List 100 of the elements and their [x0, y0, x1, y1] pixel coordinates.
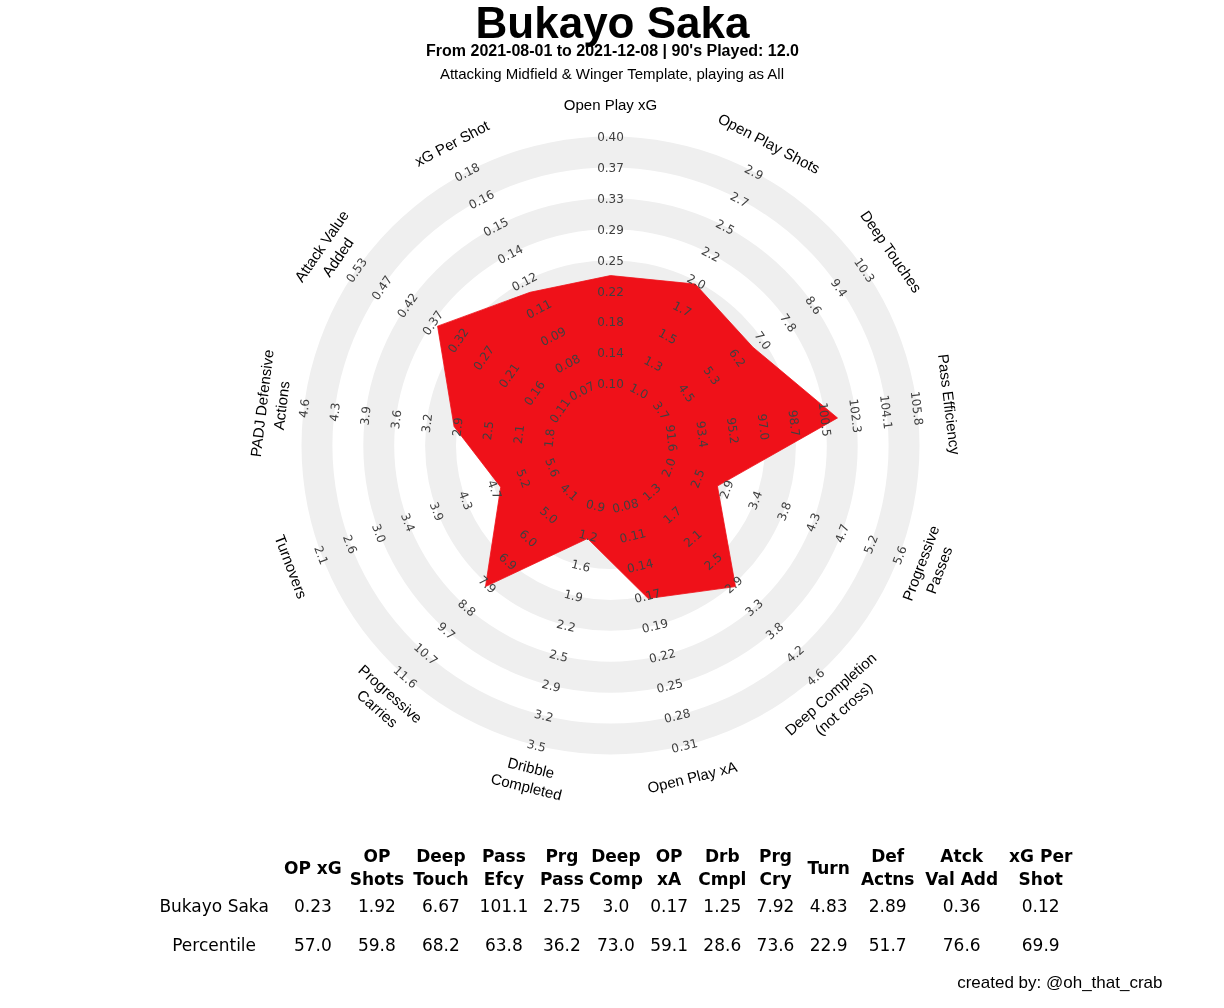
text: 95.2 — [724, 416, 742, 445]
text: 0.14 — [495, 242, 526, 267]
text: 3.2 — [532, 706, 555, 726]
text: 2.9 — [540, 676, 563, 696]
text: 4.6 — [296, 398, 313, 419]
data-label: 22.9 — [809, 935, 848, 955]
text: 1.6 — [569, 556, 592, 576]
data-label: 0.23 — [293, 896, 332, 916]
text: 2.5 — [713, 216, 737, 238]
text: 2.5 — [480, 420, 497, 441]
text: 0.40 — [597, 130, 624, 144]
text: 0.25 — [655, 676, 685, 696]
text: 91.6 — [662, 424, 680, 453]
text: 2.7 — [727, 189, 752, 211]
text: 4.7 — [484, 478, 505, 501]
category-label: Prg Pass — [540, 846, 584, 889]
text: 1.9 — [562, 586, 585, 606]
text: 0.25 — [597, 253, 624, 268]
text: 4.2 — [783, 642, 808, 666]
text: 0.16 — [466, 187, 497, 213]
data-label: 59.1 — [650, 935, 689, 955]
category-label: Turn — [807, 857, 850, 878]
text: 0.33 — [597, 191, 624, 206]
text: 6.2 — [726, 346, 749, 370]
data-label: 68.2 — [421, 935, 460, 955]
text: 6.9 — [495, 549, 520, 574]
text: 2.6 — [340, 532, 360, 556]
text: 3.2 — [418, 412, 436, 434]
text: 3.9 — [357, 405, 374, 427]
text: 0.14 — [625, 556, 655, 576]
text: 5.0 — [536, 503, 561, 527]
text: 97.0 — [754, 412, 772, 442]
text: 105.8 — [907, 390, 926, 427]
text: 0.22 — [647, 646, 677, 666]
data-label: 73.6 — [756, 935, 795, 955]
text: 9.4 — [827, 275, 851, 300]
text: 0.22 — [597, 284, 624, 299]
spoke-label: Pass Efficiency — [934, 352, 965, 457]
text: 0.11 — [523, 296, 555, 322]
text: 0.09 — [538, 324, 569, 349]
series-label: Bukayo Saka — [159, 895, 269, 916]
spoke-label: Open Play xA — [645, 757, 739, 797]
text: 93.4 — [693, 420, 711, 449]
text: Percentile — [172, 934, 257, 955]
text: 0.28 — [662, 706, 692, 726]
text: 3.9 — [426, 500, 447, 523]
text: created by: @oh_that_crab — [957, 973, 1163, 992]
text: 2.9 — [449, 416, 466, 438]
text: 5.3 — [700, 363, 723, 388]
text: 6.0 — [516, 526, 540, 550]
category-label: Drb Cmpl — [698, 846, 747, 889]
text: 1.3 — [641, 353, 666, 375]
text: 2.5 — [547, 646, 570, 666]
text: 4.5 — [675, 381, 698, 405]
data-label: 6.67 — [421, 896, 460, 916]
text: 1.8 — [541, 427, 558, 449]
data-label: 0.12 — [1021, 896, 1060, 916]
text: 0.37 — [597, 160, 624, 175]
category-label: Pass Efcy — [482, 846, 526, 889]
text: 2.1 — [681, 526, 705, 550]
data-label: 28.6 — [703, 935, 742, 955]
text: 0.17 — [632, 586, 663, 606]
text: 3.5 — [525, 736, 548, 756]
text: 2.1 — [510, 424, 528, 445]
text: 1.2 — [577, 526, 600, 546]
text: 8.6 — [802, 293, 825, 318]
text: 0.15 — [480, 214, 511, 240]
text: 100.5 — [815, 401, 834, 438]
text: 1.7 — [670, 298, 694, 320]
data-label: 101.1 — [479, 896, 529, 916]
text: 7.9 — [475, 573, 500, 597]
text: 104.1 — [877, 394, 896, 430]
text: 2.2 — [555, 616, 577, 636]
text: 0.18 — [452, 159, 483, 185]
text: 2.1 — [311, 543, 332, 567]
text: 2.9 — [742, 161, 766, 183]
text: 3.6 — [388, 409, 405, 430]
category-label: OP xA — [655, 846, 683, 889]
category-label: Deep Comp — [588, 846, 643, 889]
text: 2.9 — [721, 573, 746, 597]
data-label: 69.9 — [1021, 935, 1060, 955]
category-label: OP Shots — [349, 846, 405, 889]
data-label: 73.0 — [596, 935, 635, 955]
text: 3.8 — [762, 619, 787, 643]
category-label: Prg Cry — [758, 846, 793, 889]
text: 3.3 — [742, 596, 767, 620]
text: 2.5 — [687, 467, 708, 490]
text: 1.7 — [660, 503, 685, 527]
text: 3.0 — [368, 521, 389, 545]
data-label: 36.2 — [542, 935, 581, 955]
data-label: 63.8 — [484, 935, 523, 955]
data-label: 2.89 — [868, 896, 907, 916]
text: 7.8 — [776, 311, 800, 335]
text: 0.08 — [610, 496, 641, 516]
data-label: 57.0 — [293, 935, 332, 955]
data-label: 0.17 — [650, 896, 689, 916]
category-label: Atck Val Add — [925, 846, 999, 889]
text: 98.7 — [785, 409, 803, 438]
data-label: 1.25 — [703, 896, 742, 916]
text: 3.4 — [397, 510, 418, 534]
